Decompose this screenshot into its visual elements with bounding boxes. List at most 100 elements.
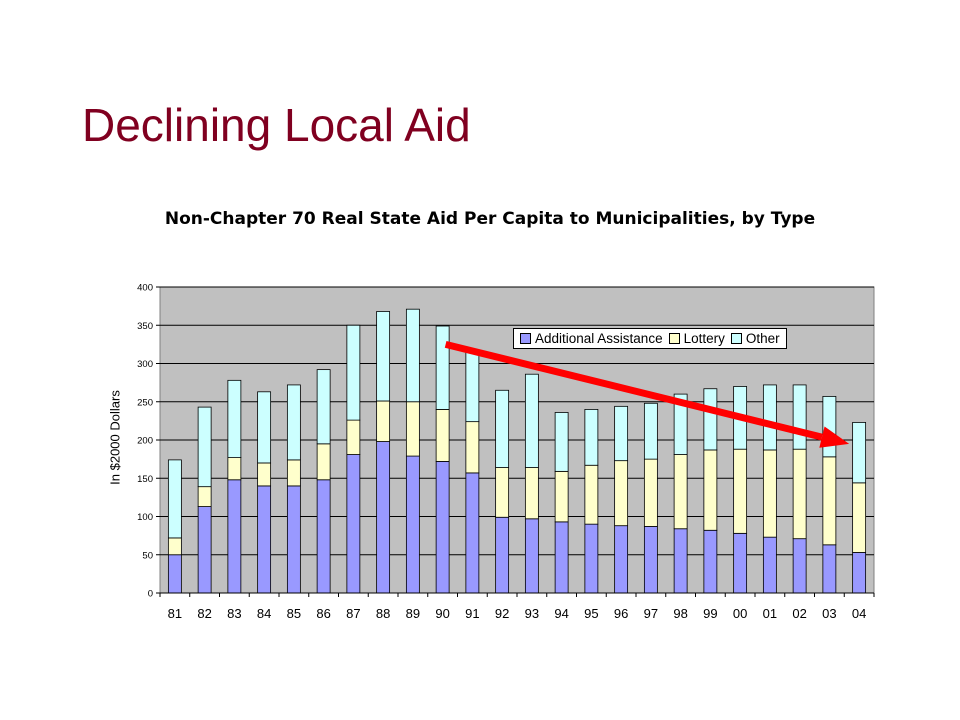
bar-additional-assistance-95	[584, 523, 599, 594]
bar-other-88	[376, 311, 391, 402]
bar-other-85	[286, 384, 301, 461]
bar-other-01	[762, 384, 777, 451]
bar-additional-assistance-87	[346, 454, 361, 594]
y-tick-label: 50	[142, 550, 153, 561]
bar-lottery-03	[822, 456, 837, 546]
bar-lottery-81	[167, 537, 182, 556]
y-axis-label: In $2000 Dollars	[107, 390, 123, 485]
bar-other-89	[405, 308, 420, 403]
bar-additional-assistance-90	[435, 461, 450, 594]
bar-other-04	[852, 422, 867, 484]
bar-lottery-82	[197, 486, 212, 507]
y-tick-label: 0	[148, 589, 153, 600]
x-tick-label: 83	[227, 606, 241, 621]
bar-lottery-86	[316, 443, 331, 481]
bar-additional-assistance-89	[405, 455, 420, 594]
chart-legend: Additional Assistance Lottery Other	[513, 328, 787, 349]
x-axis-ticks: 81 82 83 84 85 86 87 88 89 90 91 92 93 94 95 96 97 98 99 00…	[159, 592, 875, 621]
bar-other-95	[584, 408, 599, 466]
x-tick-label: 89	[406, 606, 420, 621]
x-tick-label: 00	[733, 606, 747, 621]
bar-lottery-92	[495, 467, 510, 518]
legend-label: Lottery	[683, 331, 725, 346]
x-tick-label: 04	[852, 606, 866, 621]
bar-other-03	[822, 395, 837, 458]
bar-additional-assistance-85	[286, 485, 301, 594]
bar-lottery-95	[584, 464, 599, 525]
bar-lottery-88	[376, 400, 391, 442]
x-tick-label: 82	[197, 606, 211, 621]
legend-label: Additional Assistance	[535, 331, 663, 346]
x-tick-label: 97	[644, 606, 658, 621]
x-tick-label: 81	[168, 606, 182, 621]
y-tick-label: 100	[137, 512, 153, 523]
bar-other-02	[792, 384, 807, 450]
bar-lottery-02	[792, 448, 807, 540]
bar-lottery-83	[227, 457, 242, 481]
bar-additional-assistance-94	[554, 521, 569, 594]
legend-item: Other	[730, 331, 780, 346]
y-tick-label: 150	[137, 474, 153, 485]
x-tick-label: 03	[822, 606, 836, 621]
x-tick-label: 99	[703, 606, 717, 621]
slide-title: Declining Local Aid	[82, 99, 471, 151]
x-tick-label: 95	[584, 606, 598, 621]
bar-additional-assistance-88	[376, 441, 391, 594]
bar-other-86	[316, 369, 331, 445]
bar-other-91	[465, 350, 480, 423]
bar-lottery-85	[286, 459, 301, 487]
y-tick-label: 300	[137, 359, 153, 370]
y-tick-label: 350	[137, 321, 153, 332]
bar-additional-assistance-97	[643, 526, 658, 594]
x-tick-label: 86	[316, 606, 330, 621]
x-tick-label: 92	[495, 606, 509, 621]
bar-lottery-91	[465, 421, 480, 474]
x-tick-label: 02	[792, 606, 806, 621]
bar-other-97	[643, 402, 658, 460]
x-tick-label: 84	[257, 606, 271, 621]
legend-item: Lottery	[668, 331, 725, 346]
legend-swatch	[520, 333, 531, 344]
bar-other-81	[167, 459, 182, 539]
bar-other-96	[614, 405, 629, 462]
bar-other-94	[554, 412, 569, 472]
trend-arrow	[444, 340, 850, 448]
bar-additional-assistance-93	[524, 518, 539, 594]
bar-lottery-00	[733, 448, 748, 534]
bar-additional-assistance-84	[257, 485, 272, 594]
legend-swatch	[668, 333, 680, 344]
bar-additional-assistance-81	[167, 554, 182, 594]
bar-other-82	[197, 406, 212, 488]
y-axis-ticks: 0 50 100 150 200 250 300 350 400	[137, 283, 160, 600]
bar-additional-assistance-86	[316, 479, 331, 594]
bar-additional-assistance-82	[197, 506, 212, 594]
legend-item: Additional Assistance	[520, 331, 663, 346]
bar-additional-assistance-99	[703, 529, 718, 594]
x-tick-label: 88	[376, 606, 390, 621]
x-tick-label: 93	[525, 606, 539, 621]
legend-swatch	[730, 333, 742, 344]
bar-additional-assistance-92	[495, 516, 510, 594]
bar-lottery-89	[405, 401, 420, 457]
bar-lottery-01	[762, 449, 777, 538]
chart-title: Non-Chapter 70 Real State Aid Per Capita…	[164, 209, 816, 229]
x-tick-label: 91	[465, 606, 479, 621]
bar-other-99	[703, 388, 718, 451]
bar-lottery-84	[257, 462, 272, 487]
bar-lottery-97	[643, 458, 658, 527]
bar-other-93	[524, 373, 539, 468]
bar-other-83	[227, 379, 242, 458]
bar-lottery-99	[703, 449, 718, 531]
y-tick-label: 200	[137, 436, 153, 447]
bar-additional-assistance-04	[852, 552, 867, 594]
bar-additional-assistance-96	[614, 525, 629, 594]
bar-other-84	[257, 391, 272, 464]
x-tick-label: 90	[435, 606, 449, 621]
bar-additional-assistance-01	[762, 536, 777, 594]
bar-lottery-87	[346, 419, 361, 455]
y-tick-label: 250	[137, 397, 153, 408]
x-tick-label: 85	[287, 606, 301, 621]
x-tick-label: 98	[673, 606, 687, 621]
x-tick-label: 01	[763, 606, 777, 621]
